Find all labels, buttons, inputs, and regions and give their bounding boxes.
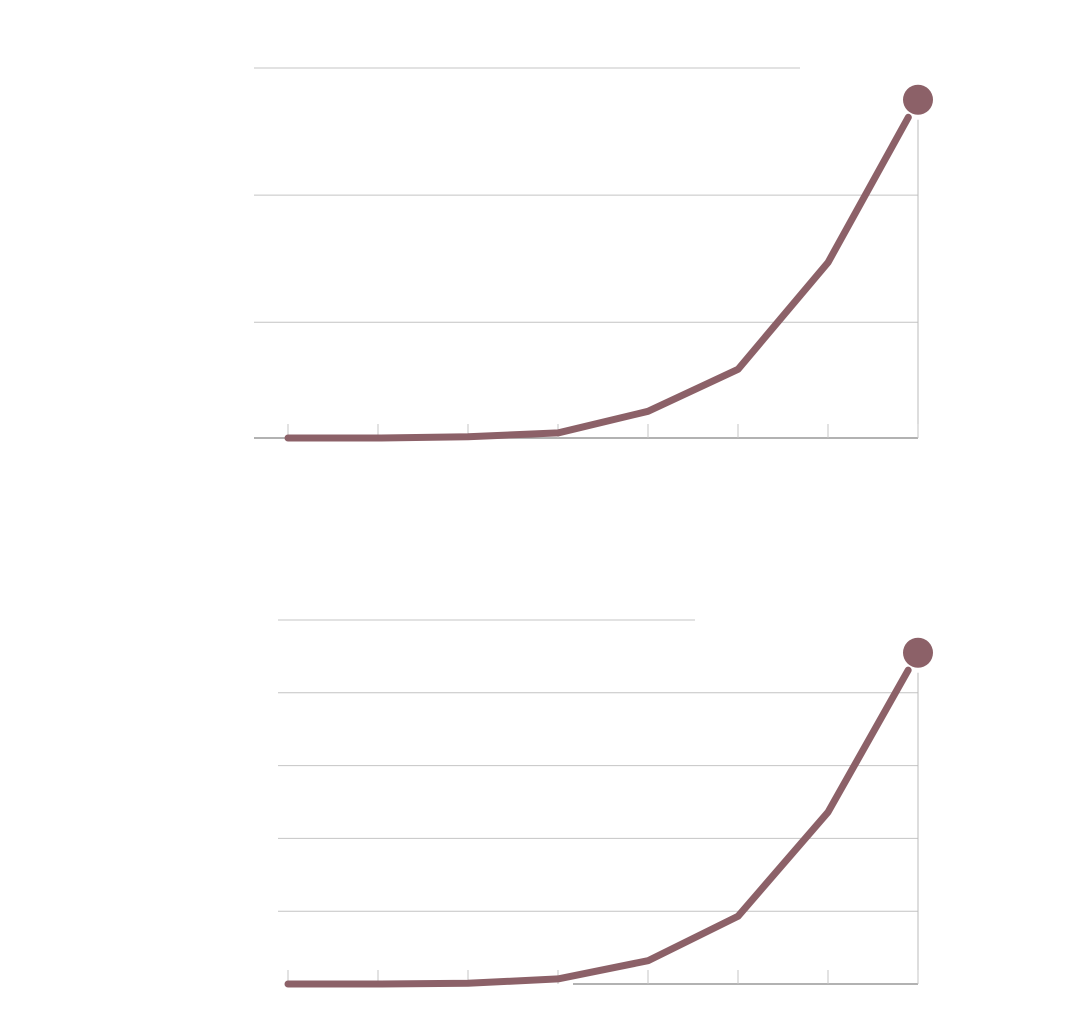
data-line: [284, 113, 912, 442]
data-line: [284, 666, 912, 988]
end-dot: [903, 84, 933, 115]
end-dot: [903, 637, 933, 668]
